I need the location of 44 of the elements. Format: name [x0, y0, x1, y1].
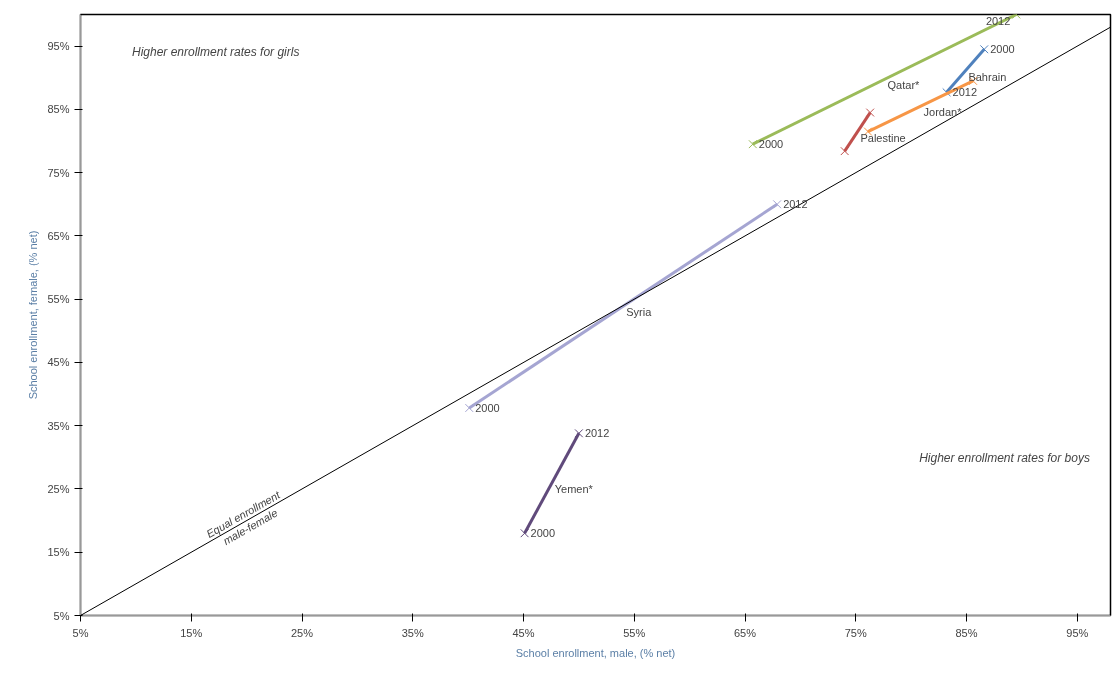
y-tick-label: 5%	[53, 609, 70, 622]
x-tick-label: 55%	[623, 626, 646, 639]
point	[772, 199, 782, 209]
annotation: 2000	[758, 138, 784, 151]
x-tick-label: 95%	[1066, 626, 1089, 639]
annotation: 2000	[475, 402, 500, 414]
y-tick-label: 95%	[47, 40, 70, 53]
y-tick-label: 75%	[47, 166, 70, 179]
series-label: Yemen*	[554, 483, 594, 496]
y-tick-label: 65%	[47, 229, 70, 242]
y-tick-label: 85%	[47, 103, 70, 116]
annotation: Higher enrollment rates for girls	[132, 44, 300, 59]
point	[865, 108, 875, 117]
x-tick-label: 15%	[180, 626, 203, 639]
y-tick-label: 55%	[47, 293, 70, 306]
point	[979, 44, 989, 54]
x-tick-label: 85%	[955, 626, 978, 639]
annotation: 2000	[990, 43, 1015, 56]
annotation: 2012	[584, 427, 610, 440]
point	[520, 528, 530, 538]
x-tick-label: 35%	[401, 626, 424, 639]
x-tick-label: 25%	[291, 626, 314, 639]
point	[748, 139, 758, 149]
series-label: Qatar*	[887, 79, 921, 92]
point	[464, 403, 474, 413]
point	[840, 146, 850, 156]
series-label: Jordan*	[923, 106, 963, 119]
y-tick-label: 35%	[47, 419, 70, 432]
annotation: 2012	[952, 86, 978, 99]
x-tick-label: 5%	[72, 626, 89, 639]
series-label: Palestine	[860, 131, 906, 144]
y-tick-label: 15%	[47, 546, 70, 559]
y-tick-label: 25%	[47, 482, 70, 495]
x-tick-label: 45%	[512, 626, 535, 639]
x-axis-title: School enrollment, male, (% net)	[515, 646, 676, 659]
point	[574, 428, 584, 438]
annotation: Higher enrollment rates for boys	[919, 451, 1090, 466]
annotation: 2000	[530, 527, 556, 540]
series-label: Syria	[626, 306, 653, 319]
y-tick-label: 45%	[47, 356, 70, 369]
y-axis-title: School enrollment, female, (% net)	[27, 230, 40, 400]
x-tick-label: 65%	[734, 626, 757, 639]
series-label: Bahrain	[968, 70, 1007, 83]
x-tick-label: 75%	[844, 626, 867, 639]
